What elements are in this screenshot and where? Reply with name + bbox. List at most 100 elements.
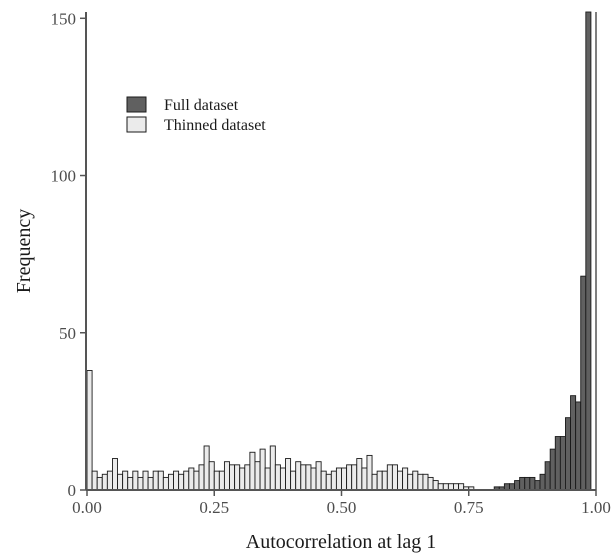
histogram-bar-thinned [335,467,342,491]
x-tick-label: 0.50 [327,498,357,517]
histogram-bar-thinned [96,476,103,491]
histogram-bar-full [524,476,531,491]
histogram-bar-full [534,480,541,491]
histogram-bar-thinned [320,470,327,491]
histogram-bar-thinned [285,458,292,491]
x-tick-label: 0.25 [199,498,229,517]
histogram-bar-thinned [142,470,149,491]
histogram-bar-thinned [213,470,220,491]
histogram-bar-thinned [371,473,378,491]
histogram-bar-thinned [290,470,297,491]
histogram-bar-full [580,275,587,491]
histogram-bar-thinned [417,473,424,491]
histogram-bar-thinned [127,476,134,491]
legend-label-thinned: Thinned dataset [164,117,266,134]
histogram-bar-thinned [208,461,215,491]
histogram-bar-thinned [132,470,139,491]
histogram-bar-thinned [188,467,195,491]
legend-label-full: Full dataset [164,97,239,114]
histogram-bar-thinned [427,476,434,491]
histogram-bar-thinned [218,470,225,491]
histogram-bar-thinned [167,473,174,491]
y-tick-label: 0 [68,481,77,500]
histogram-bar-thinned [386,464,393,491]
histogram-bar-thinned [310,467,317,491]
histogram-bar-thinned [330,470,337,491]
histogram-bar-thinned [366,454,373,491]
axes-layer [85,12,597,491]
histogram-bar-thinned [244,464,251,491]
histogram-bar-full [570,395,577,491]
histogram-bar-full [529,476,536,491]
histogram-bar-thinned [315,461,322,491]
histogram-bar-full [559,436,566,491]
histogram-bar-thinned [198,464,205,491]
x-axis-title: Autocorrelation at lag 1 [246,531,437,553]
histogram-bar-full [539,473,546,491]
x-tick-label: 1.00 [581,498,611,517]
ticks-layer: 0.00 0.25 0.50 0.75 1.00 0 50 100 150 [51,9,611,517]
histogram-bar-thinned [91,470,98,491]
histogram-bar-thinned [264,467,271,491]
histogram-bar-thinned [259,448,266,491]
histogram-bar-full [514,480,521,491]
histogram-bar-thinned [402,467,409,491]
histogram-bar-thinned [325,473,332,491]
histogram-bar-thinned [223,461,230,491]
histogram-bar-thinned [101,473,108,491]
histogram-bar-thinned [137,476,144,491]
legend-swatch-thinned [126,116,147,133]
histogram-bar-thinned [178,473,185,491]
histogram-bar-thinned [269,445,276,491]
histogram-bar-thinned [300,464,307,491]
histogram-bar-thinned [422,473,429,491]
histogram-bar-thinned [152,470,159,491]
histogram-bar-thinned [412,470,419,491]
histogram-bar-thinned [407,473,414,491]
histogram-bar-thinned [254,461,261,491]
legend-swatch-full [126,96,147,113]
histogram-bar-thinned [203,445,210,491]
histogram-bar-thinned [305,464,312,491]
histogram-bar-thinned [381,470,388,491]
histogram-bar-thinned [162,476,169,491]
histogram-bar-thinned [147,476,154,491]
histogram-bar-thinned [249,451,256,491]
histogram-bar-thinned [432,480,439,491]
histogram-bar-thinned [397,470,404,491]
histogram-bar-full [585,11,592,491]
histogram-bar-full [549,448,556,491]
histogram-bar-thinned [122,470,129,491]
histogram-bar-thinned [295,461,302,491]
histogram-bar-thinned [341,467,348,491]
x-tick-label: 0.00 [72,498,102,517]
histogram-bar-thinned [173,470,180,491]
y-tick-label: 150 [51,9,77,28]
y-tick-label: 100 [51,167,77,186]
histogram-bar-thinned [229,464,236,491]
histogram-bar-thinned [193,470,200,491]
histogram-bar-full [519,476,526,491]
histogram-bar-thinned [106,470,113,491]
y-axis-title: Frequency [13,209,35,293]
histogram-bar-thinned [274,464,281,491]
bars-layer [86,11,592,491]
histogram-bar-thinned [279,467,286,491]
histogram-bar-thinned [157,470,164,491]
histogram-bar-thinned [356,458,363,491]
histogram-bar-thinned [183,470,190,491]
y-tick-label: 50 [59,324,76,343]
histogram-bar-thinned [376,470,383,491]
histogram-bar-thinned [234,464,241,491]
histogram-bar-thinned [111,458,118,491]
histogram-bar-thinned [361,467,368,491]
x-tick-label: 0.75 [454,498,484,517]
histogram-bar-thinned [351,464,358,491]
histogram-bar-thinned [391,464,398,491]
legend: Full dataset Thinned dataset [126,96,266,134]
histogram-bar-full [565,417,572,491]
histogram-bar-thinned [86,370,93,491]
histogram-bar-thinned [239,467,246,491]
histogram-bar-thinned [117,473,124,491]
